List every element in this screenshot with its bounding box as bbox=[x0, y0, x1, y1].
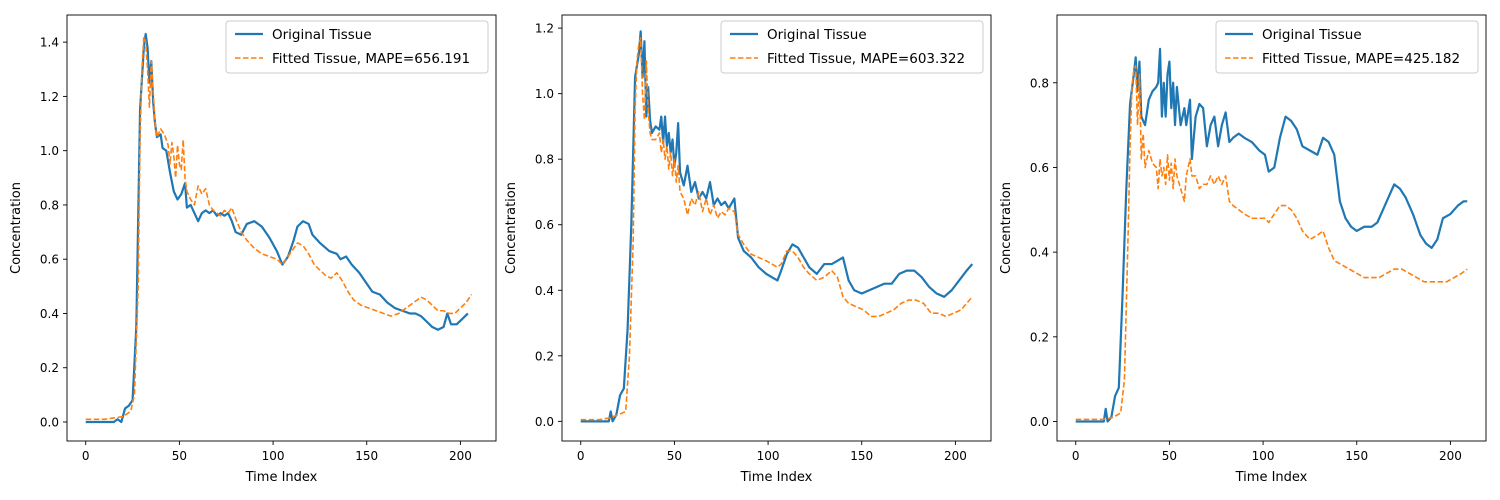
x-tick-label: 150 bbox=[850, 449, 873, 463]
x-tick-label: 100 bbox=[1252, 449, 1275, 463]
x-axis-label: Time Index bbox=[245, 470, 318, 485]
legend: Original Tissue Fitted Tissue, MAPE=656.1… bbox=[225, 20, 489, 74]
x-tick-label: 200 bbox=[1439, 449, 1462, 463]
legend-box bbox=[720, 20, 984, 74]
legend-label-original: Original Tissue bbox=[767, 27, 867, 43]
y-tick-label: 0.0 bbox=[40, 416, 59, 430]
y-tick-label: 0.6 bbox=[535, 218, 554, 232]
legend: Original Tissue Fitted Tissue, MAPE=425.1… bbox=[1215, 20, 1479, 74]
legend-label-fitted: Fitted Tissue, MAPE=656.191 bbox=[272, 51, 470, 67]
y-tick-label: 1.4 bbox=[40, 36, 59, 50]
x-tick-label: 150 bbox=[355, 449, 378, 463]
plot-frame bbox=[561, 14, 992, 442]
y-tick-label: 0.2 bbox=[535, 349, 554, 363]
x-tick-label: 150 bbox=[1345, 449, 1368, 463]
y-tick-label: 0.4 bbox=[535, 284, 554, 298]
x-axis-label: Time Index bbox=[740, 470, 813, 485]
legend-label-fitted: Fitted Tissue, MAPE=603.322 bbox=[767, 51, 965, 67]
series-line-fitted bbox=[580, 37, 973, 421]
x-tick-label: 50 bbox=[1162, 449, 1177, 463]
x-tick-label: 0 bbox=[577, 449, 585, 463]
y-tick-label: 0.2 bbox=[1030, 330, 1049, 344]
y-axis-label: Concentration bbox=[504, 182, 519, 274]
y-tick-label: 1.0 bbox=[40, 144, 59, 158]
x-tick-label: 50 bbox=[667, 449, 682, 463]
x-tick-label: 0 bbox=[82, 449, 90, 463]
y-tick-label: 0.0 bbox=[535, 415, 554, 429]
x-tick-label: 200 bbox=[449, 449, 472, 463]
y-tick-label: 1.2 bbox=[535, 22, 554, 36]
chart-panel-1: 0 50 100 150 200 0.0 0.2 0.4 0.6 0.8 1.0 1.2 1.4 Time… bbox=[9, 14, 497, 485]
legend-label-original: Original Tissue bbox=[1262, 27, 1362, 43]
legend-box bbox=[1215, 20, 1479, 74]
legend: Original Tissue Fitted Tissue, MAPE=603.3… bbox=[720, 20, 984, 74]
legend-box bbox=[225, 20, 489, 74]
chart-panel-3: 0 50 100 150 200 0.0 0.2 0.4 0.6 0.8 Time Index Con… bbox=[999, 14, 1487, 485]
x-tick-label: 200 bbox=[944, 449, 967, 463]
y-axis-label: Concentration bbox=[999, 182, 1014, 274]
series-line-original bbox=[1075, 47, 1468, 423]
plot-frame bbox=[66, 14, 497, 442]
y-tick-label: 0.6 bbox=[1030, 161, 1049, 175]
y-tick-label: 0.4 bbox=[40, 307, 59, 321]
y-tick-label: 0.8 bbox=[40, 198, 59, 212]
legend-label-fitted: Fitted Tissue, MAPE=425.182 bbox=[1262, 51, 1460, 67]
series-line-original bbox=[580, 30, 974, 423]
y-tick-label: 0.8 bbox=[535, 153, 554, 167]
y-tick-label: 0.8 bbox=[1030, 76, 1049, 90]
y-axis-label: Concentration bbox=[9, 182, 24, 274]
y-tick-label: 0.4 bbox=[1030, 246, 1049, 260]
y-tick-label: 0.2 bbox=[40, 361, 59, 375]
legend-label-original: Original Tissue bbox=[272, 27, 372, 43]
x-axis-label: Time Index bbox=[1235, 470, 1308, 485]
x-tick-label: 100 bbox=[262, 449, 285, 463]
x-tick-label: 50 bbox=[172, 449, 187, 463]
series-line-fitted bbox=[85, 35, 473, 421]
y-tick-label: 0.0 bbox=[1030, 415, 1049, 429]
x-tick-label: 0 bbox=[1072, 449, 1080, 463]
y-tick-label: 0.6 bbox=[40, 253, 59, 267]
y-tick-label: 1.2 bbox=[40, 90, 59, 104]
chart-panel-2: 0 50 100 150 200 0.0 0.2 0.4 0.6 0.8 1.0 1.2 Time In… bbox=[504, 14, 992, 485]
x-tick-label: 100 bbox=[757, 449, 780, 463]
plot-frame bbox=[1056, 14, 1487, 442]
y-tick-label: 1.0 bbox=[535, 87, 554, 101]
series-line-original bbox=[85, 32, 469, 424]
